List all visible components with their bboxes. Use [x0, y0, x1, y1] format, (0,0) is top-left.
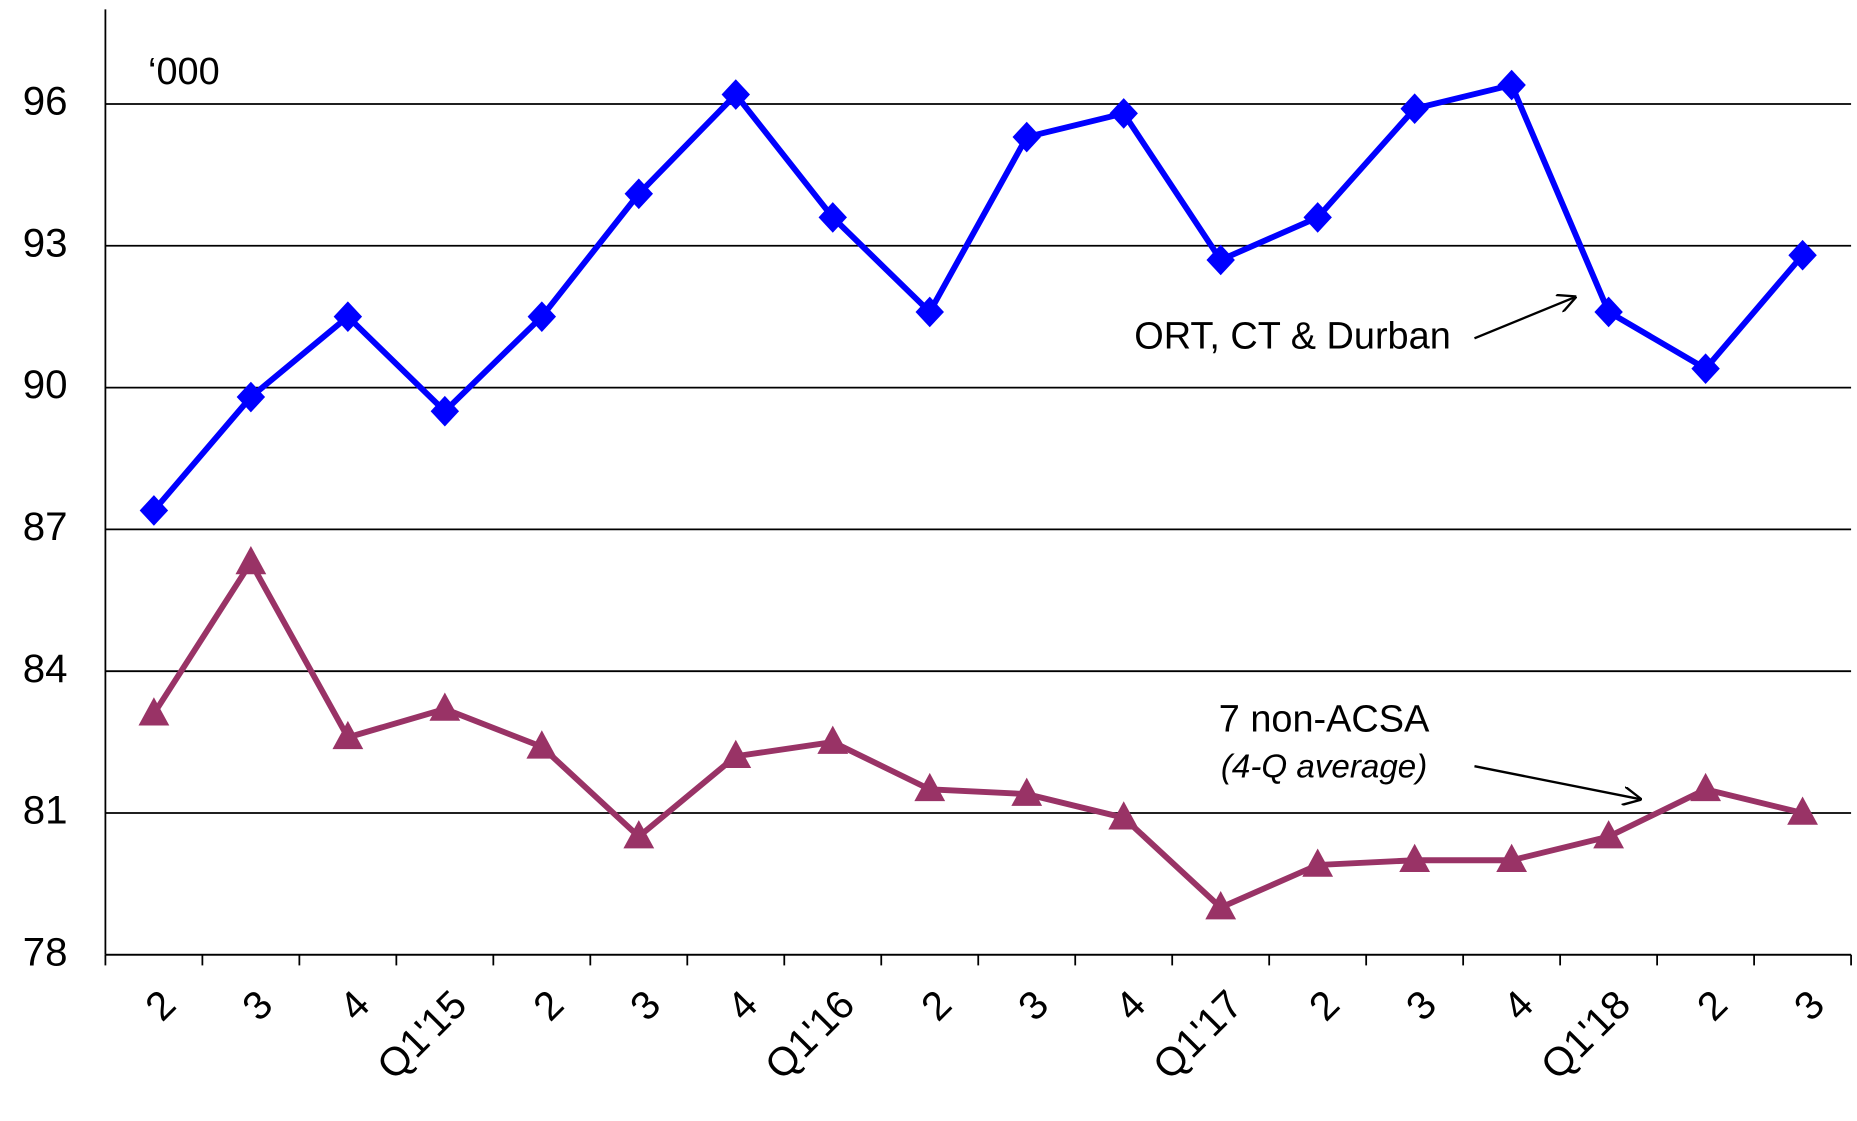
x-tick-label: 4	[1106, 982, 1154, 1030]
marker	[915, 296, 944, 328]
marker	[1205, 891, 1237, 920]
marker	[1012, 121, 1041, 153]
y-tick-label: 93	[23, 220, 68, 265]
x-tick-label: 2	[1688, 982, 1736, 1030]
x-tick-label: 3	[1785, 982, 1833, 1030]
marker	[1302, 848, 1334, 877]
marker	[1594, 296, 1623, 328]
x-tick-label: 2	[1300, 982, 1348, 1030]
x-tick-label: Q1'18	[1532, 982, 1639, 1088]
marker	[914, 772, 946, 802]
marker	[817, 725, 849, 754]
x-tick-label: Q1'17	[1144, 982, 1251, 1088]
marker	[1108, 801, 1140, 830]
annotation: (4-Q average)	[1221, 748, 1427, 785]
marker	[1399, 843, 1431, 873]
y-tick-label: 81	[23, 788, 68, 833]
x-tick-label: 2	[137, 982, 185, 1030]
marker	[332, 720, 364, 750]
y-tick-label: 84	[23, 646, 68, 691]
marker	[235, 545, 267, 575]
x-tick-label: 2	[525, 982, 573, 1030]
marker	[1400, 93, 1429, 125]
y-tick-label: 96	[23, 79, 68, 124]
x-tick-label: 4	[1494, 982, 1542, 1030]
marker	[1690, 772, 1722, 802]
annotation-arrow	[1474, 765, 1640, 799]
y-tick-label: 87	[23, 504, 68, 549]
marker	[1691, 353, 1720, 384]
marker	[623, 820, 655, 849]
series-label: 7 non-ACSA	[1219, 698, 1430, 740]
marker	[720, 739, 752, 769]
x-tick-label: 3	[1009, 982, 1057, 1030]
marker	[721, 79, 750, 110]
x-tick-label: Q1'16	[756, 982, 863, 1088]
series-line	[151, 556, 1804, 912]
marker	[526, 730, 558, 759]
x-tick-label: 2	[912, 982, 960, 1030]
x-tick-label: 4	[719, 982, 767, 1030]
marker	[333, 301, 363, 332]
marker	[527, 301, 557, 332]
marker	[1206, 244, 1235, 276]
marker	[236, 381, 266, 413]
series-label: ORT, CT & Durban	[1134, 315, 1451, 357]
marker	[1787, 796, 1818, 825]
marker	[138, 697, 170, 726]
marker	[1011, 777, 1043, 806]
x-tick-label: 3	[622, 982, 670, 1030]
marker	[1496, 843, 1528, 873]
marker	[1593, 820, 1625, 849]
x-tick-label: 3	[234, 982, 282, 1030]
x-tick-label: 4	[331, 982, 379, 1030]
x-tick-label: Q1'15	[368, 982, 475, 1088]
unit-label: ‘000	[148, 51, 220, 93]
x-tick-label: 3	[1397, 982, 1445, 1030]
marker	[1497, 69, 1526, 101]
y-tick-label: 90	[23, 362, 68, 407]
marker	[430, 395, 460, 427]
annotation-arrow	[1474, 297, 1575, 340]
marker	[429, 692, 461, 721]
y-tick-label: 78	[23, 929, 68, 974]
series-line	[151, 81, 1805, 513]
